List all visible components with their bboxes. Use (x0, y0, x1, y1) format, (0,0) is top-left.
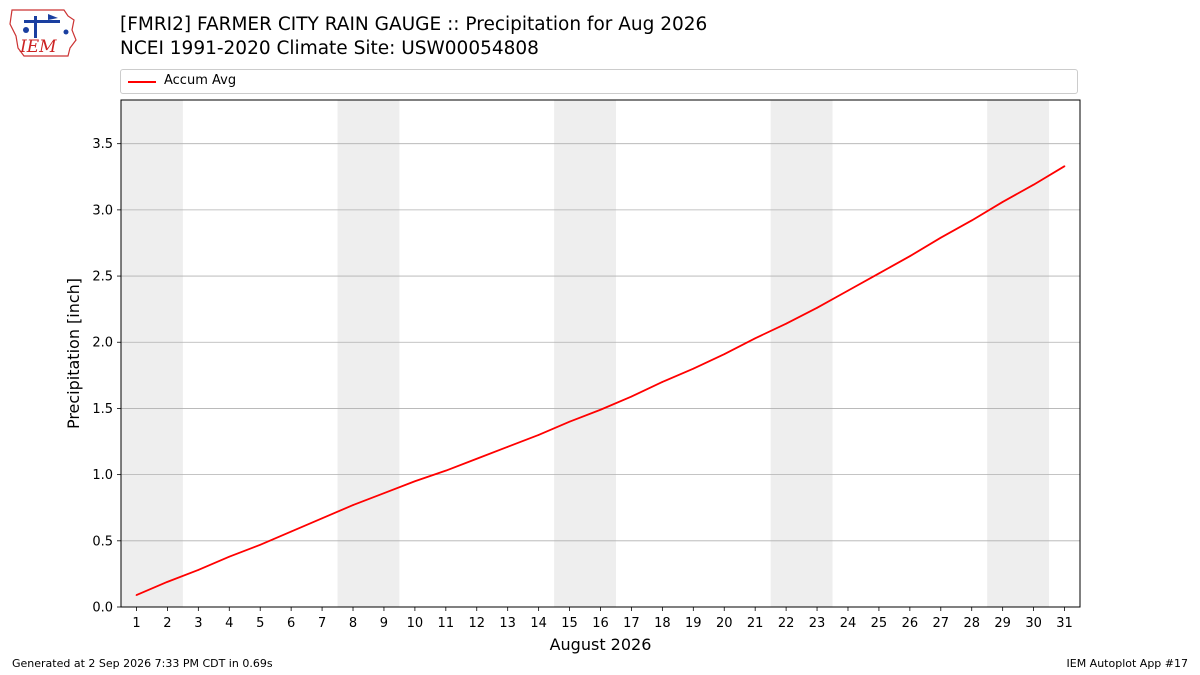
x-tick-label: 26 (902, 616, 919, 631)
data-point (939, 236, 942, 239)
chart-title: [FMRI2] FARMER CITY RAIN GAUGE :: Precip… (120, 13, 707, 61)
x-tick-label: 19 (685, 616, 702, 631)
y-tick-label: 2.0 (92, 336, 113, 351)
x-tick-label: 18 (654, 616, 671, 631)
x-tick-label: 4 (225, 616, 233, 631)
x-tick-label: 17 (623, 616, 640, 631)
logo-text: IEM (19, 37, 57, 57)
weekend-band (554, 100, 616, 607)
data-point (847, 289, 849, 292)
x-tick-label: 12 (468, 616, 485, 631)
x-tick-label: 5 (256, 616, 264, 631)
data-point (383, 492, 385, 494)
x-tick-label: 23 (809, 616, 826, 631)
iem-logo: IEM (9, 9, 77, 57)
data-point (785, 322, 787, 325)
x-tick-label: 2 (163, 616, 171, 631)
x-tick-label: 21 (747, 616, 764, 631)
y-tick-label: 2.5 (92, 270, 113, 285)
data-point (506, 446, 509, 448)
data-point (475, 457, 478, 460)
x-tick-label: 16 (592, 616, 609, 631)
data-point (414, 480, 416, 483)
x-tick-label: 25 (871, 616, 888, 631)
app-label: IEM Autoplot App #17 (1066, 657, 1189, 670)
data-point (754, 337, 756, 340)
legend: Accum Avg (120, 69, 1078, 94)
x-tick-label: 31 (1056, 616, 1073, 631)
data-point (909, 255, 911, 258)
data-point (445, 469, 447, 472)
weekend-band (987, 100, 1050, 607)
plot-frame (120, 99, 1081, 608)
x-tick-label: 14 (530, 616, 547, 631)
data-point (816, 307, 818, 309)
data-point (352, 504, 354, 506)
weekend-band (121, 100, 183, 607)
x-tick-label: 8 (349, 616, 357, 631)
x-tick-label: 30 (1025, 616, 1042, 631)
x-tick-label: 3 (194, 616, 202, 631)
legend-line-swatch (128, 81, 156, 83)
x-tick-label: 20 (716, 616, 733, 631)
data-point (321, 517, 323, 520)
data-point (290, 530, 292, 533)
data-point (723, 353, 726, 355)
weekend-band (770, 100, 833, 607)
weekend-band (337, 100, 400, 607)
generated-timestamp: Generated at 2 Sep 2026 7:33 PM CDT in 0… (12, 657, 273, 670)
x-tick-label: 10 (407, 616, 424, 631)
data-point (1063, 165, 1066, 167)
y-axis-label: Precipitation [inch] (64, 278, 83, 429)
data-point (197, 569, 200, 571)
y-tick-label: 0.0 (92, 601, 113, 616)
x-tick-label: 7 (318, 616, 326, 631)
data-point (135, 594, 138, 596)
data-point (537, 434, 540, 436)
x-tick-label: 9 (380, 616, 388, 631)
y-tick-label: 3.5 (92, 137, 113, 152)
x-tick-label: 28 (963, 616, 980, 631)
data-point (661, 381, 664, 383)
data-point (568, 420, 571, 423)
x-tick-label: 24 (840, 616, 857, 631)
x-axis-label: August 2026 (550, 635, 652, 654)
series-line-accum-avg (136, 165, 1065, 596)
x-tick-label: 15 (561, 616, 578, 631)
data-point (1001, 201, 1004, 203)
data-point (970, 219, 973, 222)
data-point (228, 555, 231, 558)
x-tick-label: 27 (933, 616, 950, 631)
y-tick-label: 0.5 (92, 534, 113, 549)
data-point (599, 408, 602, 411)
data-point (259, 543, 262, 546)
title-line-1: [FMRI2] FARMER CITY RAIN GAUGE :: Precip… (120, 14, 708, 35)
data-point (878, 272, 880, 275)
x-tick-label: 13 (499, 616, 516, 631)
x-tick-label: 11 (438, 616, 455, 631)
x-tick-label: 29 (994, 616, 1011, 631)
data-point (1032, 183, 1035, 186)
y-tick-label: 1.5 (92, 402, 113, 417)
x-tick-label: 22 (778, 616, 795, 631)
y-tick-label: 3.0 (92, 203, 113, 218)
x-tick-label: 6 (287, 616, 295, 631)
legend-label: Accum Avg (164, 73, 237, 88)
x-tick-label: 1 (132, 616, 140, 631)
data-point (630, 395, 633, 398)
data-point (166, 581, 169, 583)
y-tick-label: 1.0 (92, 468, 113, 483)
title-line-2: NCEI 1991-2020 Climate Site: USW00054808 (120, 38, 539, 59)
data-point (692, 367, 695, 370)
